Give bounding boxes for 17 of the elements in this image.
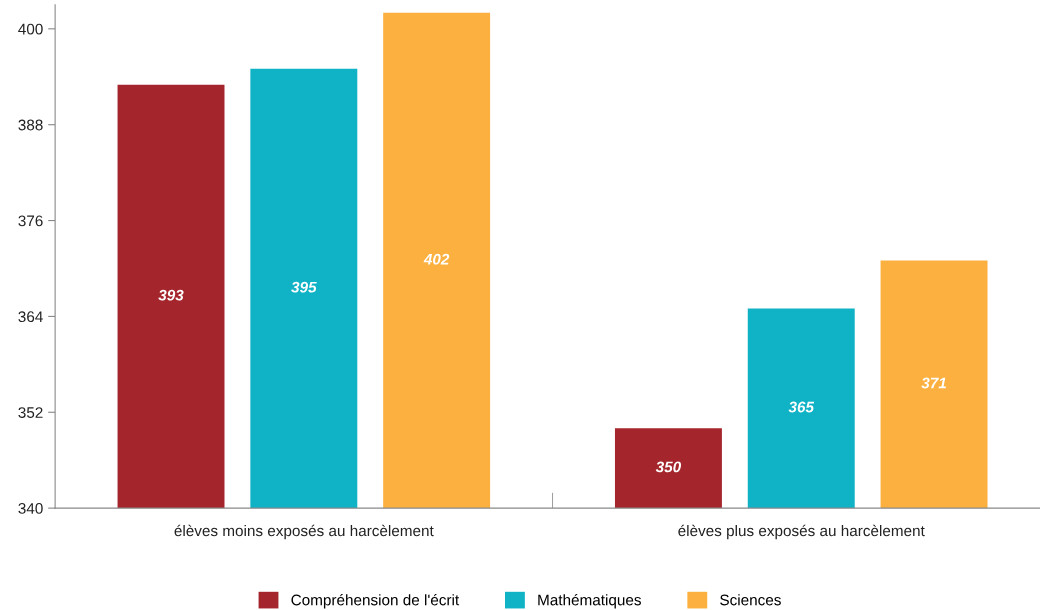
- data-label: 395: [291, 281, 317, 293]
- y-tick-label: 364: [18, 311, 43, 323]
- data-label: 402: [423, 253, 450, 265]
- y-tick-label: 340: [18, 503, 43, 514]
- data-label: 350: [655, 461, 682, 473]
- data-label: 393: [158, 289, 184, 301]
- y-tick-label: 400: [18, 23, 43, 35]
- legend-label: Mathématiques: [538, 593, 641, 609]
- legend-label: Compréhension de l'écrit: [291, 593, 460, 609]
- legend-label: Sciences: [720, 594, 781, 606]
- y-tick-label: 376: [18, 215, 43, 227]
- data-label: 365: [788, 401, 815, 413]
- x-tick-label: élèves moins exposés au harcèlement: [174, 524, 434, 540]
- y-tick-label: 388: [18, 119, 43, 131]
- x-tick-label: élèves plus exposés au harcèlement: [678, 524, 925, 540]
- y-tick-label: 352: [18, 407, 43, 418]
- data-label: 371: [921, 377, 946, 389]
